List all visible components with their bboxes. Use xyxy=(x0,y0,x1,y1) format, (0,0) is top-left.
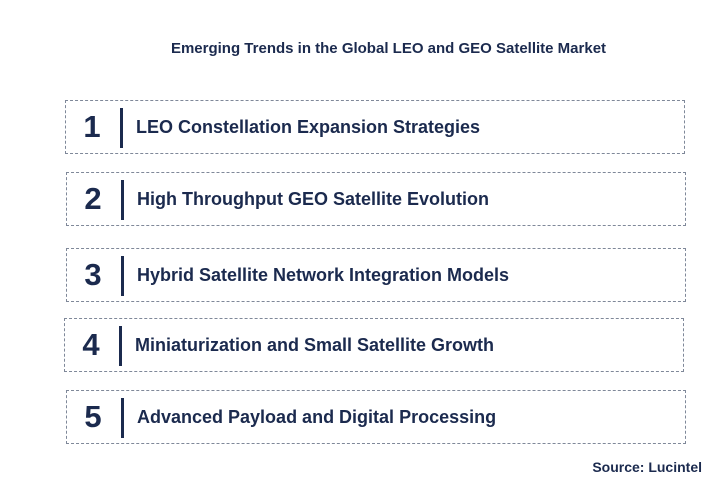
trend-number: 1 xyxy=(83,109,101,144)
trend-item-1: 1 LEO Constellation Expansion Strategies xyxy=(65,100,685,154)
trend-item-3: 3 Hybrid Satellite Network Integration M… xyxy=(66,248,686,302)
trend-divider xyxy=(120,108,123,148)
trend-divider xyxy=(119,326,122,366)
trend-number: 5 xyxy=(84,399,102,434)
trend-divider xyxy=(121,256,124,296)
trend-label: Miniaturization and Small Satellite Grow… xyxy=(135,334,495,355)
trend-divider xyxy=(121,180,124,220)
trend-number: 2 xyxy=(84,181,102,216)
trend-label: LEO Constellation Expansion Strategies xyxy=(136,116,481,137)
trend-label: High Throughput GEO Satellite Evolution xyxy=(137,188,489,209)
diagram-title: Emerging Trends in the Global LEO and GE… xyxy=(170,40,607,57)
trend-label: Hybrid Satellite Network Integration Mod… xyxy=(137,264,510,285)
trend-label: Advanced Payload and Digital Processing xyxy=(137,406,497,427)
trend-divider xyxy=(121,398,124,438)
trend-item-2: 2 High Throughput GEO Satellite Evolutio… xyxy=(66,172,686,226)
source-credit: Source: Lucintel xyxy=(592,459,702,475)
trend-number: 3 xyxy=(84,257,102,292)
trend-item-5: 5 Advanced Payload and Digital Processin… xyxy=(66,390,686,444)
trend-number: 4 xyxy=(82,327,100,362)
trend-item-4: 4 Miniaturization and Small Satellite Gr… xyxy=(64,318,684,372)
